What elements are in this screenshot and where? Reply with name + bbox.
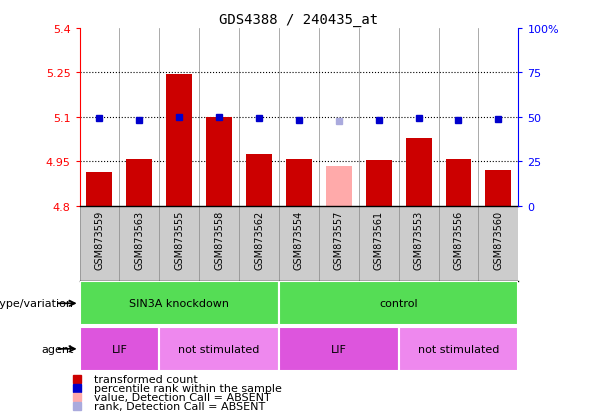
Bar	[279, 327, 399, 371]
Bar	[326, 166, 352, 206]
Text: not stimulated: not stimulated	[418, 344, 499, 354]
Text: GSM873562: GSM873562	[254, 210, 264, 269]
Text: control: control	[379, 299, 418, 309]
Text: GSM873556: GSM873556	[454, 210, 464, 269]
Text: GSM873560: GSM873560	[494, 210, 504, 269]
Text: GSM873554: GSM873554	[294, 210, 304, 269]
Bar	[406, 138, 432, 206]
Text: rank, Detection Call = ABSENT: rank, Detection Call = ABSENT	[94, 401, 266, 411]
Bar	[286, 159, 312, 206]
Bar	[246, 155, 272, 206]
Bar	[485, 171, 511, 206]
Text: GSM873558: GSM873558	[214, 210, 224, 269]
Bar	[279, 282, 518, 325]
Text: GSM873561: GSM873561	[373, 210, 383, 269]
Bar	[127, 159, 153, 206]
Bar	[159, 327, 279, 371]
Text: GSM873557: GSM873557	[334, 210, 344, 269]
Text: LIF: LIF	[111, 344, 127, 354]
Bar	[166, 75, 192, 206]
Bar	[366, 161, 392, 206]
Text: agent: agent	[41, 344, 74, 354]
Bar	[445, 159, 471, 206]
Text: LIF: LIF	[331, 344, 347, 354]
Title: GDS4388 / 240435_at: GDS4388 / 240435_at	[219, 12, 379, 26]
Text: transformed count: transformed count	[94, 374, 198, 384]
Bar	[80, 282, 279, 325]
Text: GSM873553: GSM873553	[413, 210, 423, 269]
Bar	[399, 327, 518, 371]
Text: SIN3A knockdown: SIN3A knockdown	[129, 299, 229, 309]
Text: genotype/variation: genotype/variation	[0, 299, 74, 309]
Text: not stimulated: not stimulated	[178, 344, 260, 354]
Text: GSM873563: GSM873563	[134, 210, 144, 269]
Text: GSM873559: GSM873559	[94, 210, 104, 269]
Text: GSM873555: GSM873555	[174, 210, 184, 269]
Bar	[87, 173, 112, 206]
Bar	[80, 327, 159, 371]
Text: percentile rank within the sample: percentile rank within the sample	[94, 383, 282, 393]
Text: value, Detection Call = ABSENT: value, Detection Call = ABSENT	[94, 392, 271, 402]
Bar	[206, 118, 232, 206]
